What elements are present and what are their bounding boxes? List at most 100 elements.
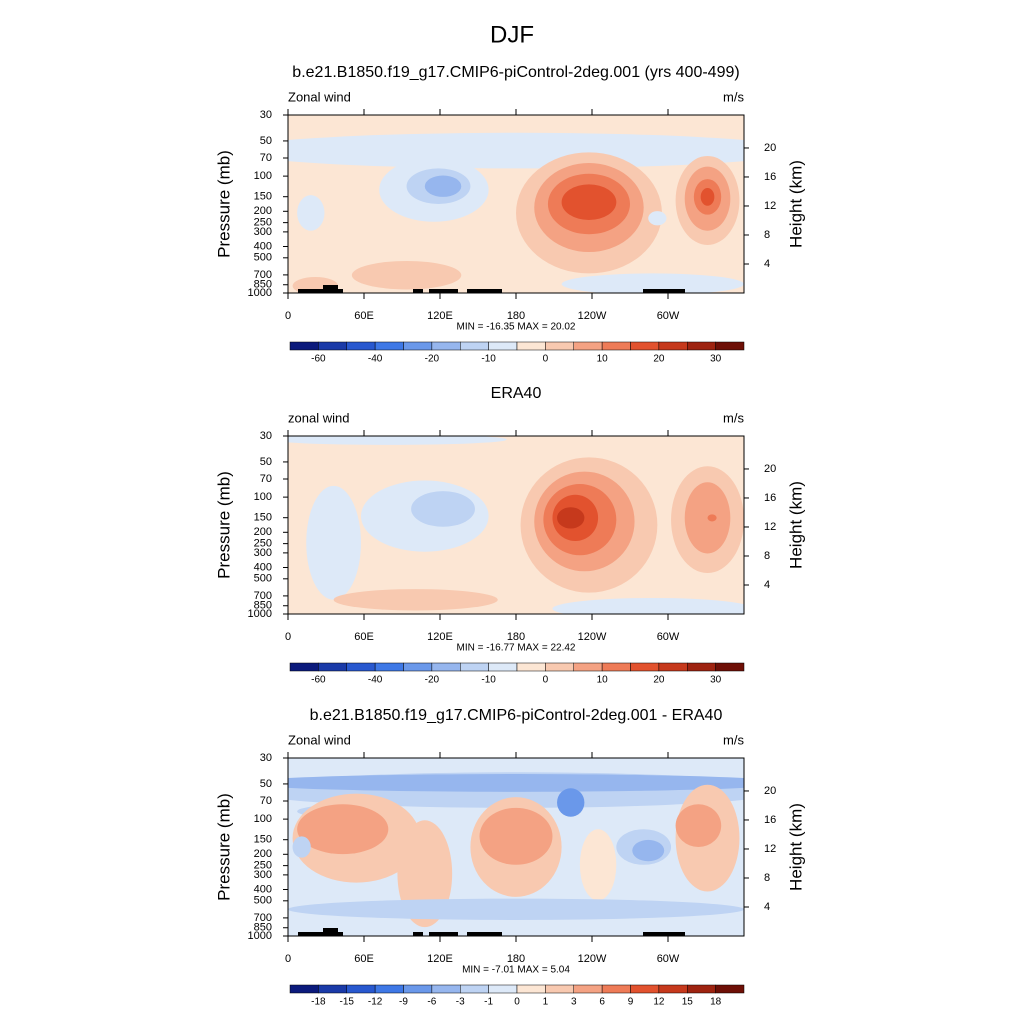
x-tick-label: 120E xyxy=(427,953,453,965)
contour-fill xyxy=(288,898,744,920)
colorbar-box xyxy=(573,341,603,351)
colorbar-label: 0 xyxy=(543,354,549,365)
colorbar-box xyxy=(403,984,433,994)
y-tick-label: 30 xyxy=(260,430,272,442)
left-label: Zonal wind xyxy=(288,732,351,747)
x-tick-label: 60W xyxy=(657,631,680,643)
colorbar-box xyxy=(460,984,489,994)
contour-fill xyxy=(333,589,498,611)
x-tick-label: 60W xyxy=(657,310,680,322)
y-tick-label: 70 xyxy=(260,152,272,164)
colorbar-box xyxy=(516,341,546,351)
contour-fill xyxy=(561,273,744,293)
colorbar-box xyxy=(545,984,574,994)
colorbar-box xyxy=(658,984,688,994)
y-tick-label: 1000 xyxy=(248,930,272,942)
contour-fill xyxy=(479,807,553,865)
colorbar-label: 15 xyxy=(682,997,694,1008)
land xyxy=(429,932,458,936)
colorbar-label: 30 xyxy=(710,675,722,686)
contour-field xyxy=(288,758,744,936)
y-tick-label: 100 xyxy=(254,491,272,503)
y-tick-label: 50 xyxy=(260,778,272,790)
y-tick-label: 70 xyxy=(260,473,272,485)
contour-fill xyxy=(557,507,585,529)
colorbar-box xyxy=(346,984,376,994)
y-tick-label: 50 xyxy=(260,456,272,468)
y2-axis-label: Height (km) xyxy=(786,481,805,569)
y-tick-label: 200 xyxy=(254,205,272,217)
colorbar-label: -40 xyxy=(368,675,383,686)
y-tick-label: 100 xyxy=(254,170,272,182)
colorbar-box xyxy=(601,984,631,994)
colorbar-box xyxy=(431,662,461,672)
contour-fill xyxy=(351,260,462,290)
contour-fill xyxy=(675,804,722,847)
colorbar-box xyxy=(516,984,546,994)
y-tick-label: 250 xyxy=(254,217,272,229)
colorbar-label: 18 xyxy=(710,997,722,1008)
y-tick-label: 200 xyxy=(254,526,272,538)
contour-fill xyxy=(561,184,617,221)
colorbar-label: 10 xyxy=(597,675,609,686)
y-tick-label: 700 xyxy=(254,269,272,281)
colorbar-box xyxy=(488,662,518,672)
y-tick-label: 500 xyxy=(254,573,272,585)
x-tick-label: 120W xyxy=(578,310,607,322)
y-tick-label: 700 xyxy=(254,590,272,602)
x-tick-label: 180 xyxy=(507,631,525,643)
colorbar-box xyxy=(488,341,518,351)
y-tick-label: 300 xyxy=(254,547,272,559)
colorbar-box xyxy=(318,341,347,351)
y-axis-label: Pressure (mb) xyxy=(214,471,233,579)
colorbar-box xyxy=(431,341,461,351)
x-tick-label: 60E xyxy=(354,953,374,965)
left-label: Zonal wind xyxy=(288,89,351,104)
land xyxy=(643,932,685,936)
colorbar-box xyxy=(715,984,745,994)
colorbar-label: 1 xyxy=(543,997,549,1008)
x-tick-label: 60E xyxy=(354,631,374,643)
colorbar-label: -1 xyxy=(484,997,493,1008)
y-tick-label: 700 xyxy=(254,912,272,924)
y-tick-label: 850 xyxy=(254,922,272,934)
colorbar-box xyxy=(289,662,319,672)
contour-fill xyxy=(288,436,507,445)
y-tick-label: 150 xyxy=(254,191,272,203)
y2-tick-label: 20 xyxy=(764,463,776,475)
y-tick-label: 300 xyxy=(254,226,272,238)
y-tick-label: 30 xyxy=(260,109,272,121)
figure-title: DJF xyxy=(490,21,534,48)
x-tick-label: 120W xyxy=(578,631,607,643)
y2-tick-label: 4 xyxy=(764,258,770,270)
colorbar-box xyxy=(630,662,660,672)
x-tick-label: 0 xyxy=(285,953,291,965)
colorbar-box xyxy=(601,662,631,672)
colorbar-box xyxy=(658,662,688,672)
x-tick-label: 0 xyxy=(285,310,291,322)
colorbar-label: 20 xyxy=(653,354,665,365)
contour-fill xyxy=(557,788,585,817)
x-tick-label: 120W xyxy=(578,953,607,965)
y2-axis-label: Height (km) xyxy=(786,160,805,248)
colorbar-label: -60 xyxy=(311,675,326,686)
land xyxy=(323,928,338,936)
contour-fill xyxy=(297,195,325,231)
colorbar-label: -6 xyxy=(427,997,436,1008)
y2-tick-label: 8 xyxy=(764,229,770,241)
colorbar-box xyxy=(715,662,745,672)
y-tick-label: 400 xyxy=(254,561,272,573)
colorbar-box xyxy=(715,341,745,351)
colorbar-box xyxy=(289,984,319,994)
contour-fill xyxy=(288,774,744,792)
x-tick-label: 60W xyxy=(657,953,680,965)
colorbar-box xyxy=(545,662,574,672)
y2-tick-label: 12 xyxy=(764,521,776,533)
contour-fill xyxy=(632,839,665,862)
colorbar-box xyxy=(545,341,574,351)
colorbar-box xyxy=(601,341,631,351)
land xyxy=(467,932,502,936)
x-tick-label: 60E xyxy=(354,310,374,322)
colorbar-label: 6 xyxy=(599,997,605,1008)
